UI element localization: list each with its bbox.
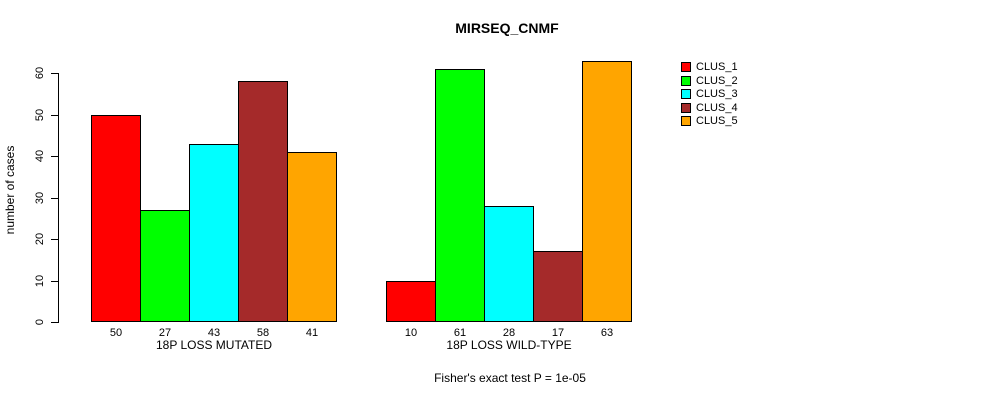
y-axis-tick: [51, 73, 58, 74]
y-tick-label: 30: [34, 191, 46, 204]
bar-value-label: 58: [256, 327, 270, 339]
chart-title: MIRSEQ_CNMF: [455, 20, 559, 36]
legend-swatch-icon: [681, 116, 691, 126]
bar-value-label: 27: [158, 327, 172, 339]
y-tick-label: 10: [34, 274, 46, 287]
bar-clus_1: [91, 114, 141, 322]
y-axis-tick: [51, 114, 58, 116]
x-axis-group-label: 18P LOSS WILD-TYPE: [446, 338, 572, 352]
legend-label: CLUS_4: [696, 101, 738, 114]
bar-clus_5: [582, 60, 632, 322]
bar-value-label: 28: [502, 327, 516, 339]
bar-value-label: 17: [551, 327, 565, 339]
y-axis-line: [58, 73, 59, 323]
y-tick-label: 20: [34, 232, 46, 246]
x-axis-group-label: 18P LOSS MUTATED: [155, 338, 273, 352]
bar-clus_4: [238, 81, 288, 322]
y-axis-tick: [51, 280, 58, 282]
y-axis-tick: [51, 156, 58, 157]
legend-swatch-icon: [681, 62, 691, 72]
legend-swatch-icon: [681, 102, 691, 113]
bar-clus_1: [386, 280, 436, 322]
bar-clus_3: [484, 205, 534, 322]
bar-value-label: 63: [600, 327, 614, 339]
y-axis-tick: [51, 197, 58, 199]
bar-value-label: 61: [453, 327, 467, 339]
y-axis-tick: [51, 322, 58, 323]
legend-label: CLUS_3: [696, 88, 738, 100]
legend-label: CLUS_1: [696, 61, 738, 73]
bar-clus_4: [533, 251, 583, 322]
bar-clus_3: [189, 143, 239, 322]
bar-value-label: 43: [207, 327, 221, 339]
legend-label: CLUS_2: [696, 74, 738, 87]
bar-value-label: 41: [305, 327, 319, 339]
bar-value-label: 50: [109, 327, 123, 339]
y-axis-tick: [51, 239, 58, 240]
bar-clus_2: [435, 68, 485, 322]
y-tick-label: 40: [34, 149, 46, 163]
bar-clus_2: [140, 209, 190, 322]
bar-value-label: 10: [404, 327, 418, 339]
y-tick-label: 0: [34, 318, 46, 326]
y-tick-label: 50: [34, 108, 46, 121]
legend-swatch-icon: [681, 89, 691, 99]
y-tick-label: 60: [34, 66, 46, 80]
legend-label: CLUS_5: [696, 115, 738, 127]
caption: Fisher's exact test P = 1e-05: [434, 371, 586, 385]
bar-clus_5: [287, 151, 337, 322]
legend-swatch-icon: [681, 75, 691, 86]
y-axis-title: number of cases: [3, 145, 17, 235]
